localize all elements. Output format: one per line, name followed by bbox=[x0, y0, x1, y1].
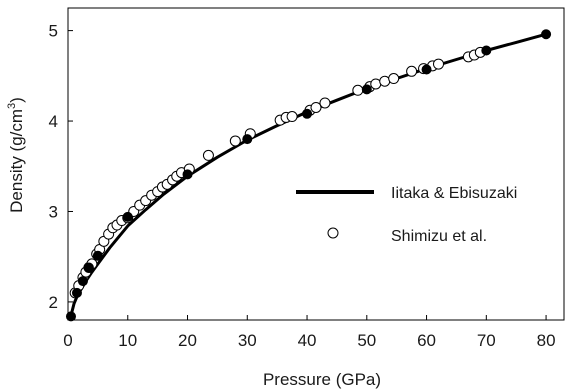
filled-circle-point bbox=[72, 288, 82, 298]
filled-markers-layer bbox=[66, 29, 551, 321]
open-circle-point bbox=[434, 59, 444, 69]
legend-open-circle-swatch bbox=[328, 228, 338, 238]
open-circle-point bbox=[380, 76, 390, 86]
x-tick-label: 60 bbox=[417, 331, 436, 350]
y-tick-label: 3 bbox=[49, 202, 58, 221]
x-tick-label: 10 bbox=[118, 331, 137, 350]
y-tick-label: 5 bbox=[49, 22, 58, 41]
y-axis-label-main: Density (g/cm bbox=[7, 109, 26, 213]
y-axis-label-close: ) bbox=[7, 97, 26, 103]
x-tick-label: 50 bbox=[357, 331, 376, 350]
y-tick-label: 2 bbox=[49, 293, 58, 312]
x-tick-label: 80 bbox=[537, 331, 556, 350]
open-circle-point bbox=[353, 85, 363, 95]
filled-circle-point bbox=[362, 84, 372, 94]
filled-circle-point bbox=[66, 311, 76, 321]
open-markers-layer bbox=[70, 47, 485, 298]
filled-circle-point bbox=[242, 134, 252, 144]
plot-area bbox=[68, 8, 564, 320]
filled-circle-point bbox=[84, 263, 94, 273]
fit-curve-layer bbox=[71, 34, 546, 315]
legend-label-series-2: Shimizu et al. bbox=[391, 228, 487, 245]
y-axis-label: Density (g/cm3) bbox=[6, 97, 26, 213]
filled-circle-point bbox=[93, 251, 103, 261]
open-circle-point bbox=[311, 102, 321, 112]
x-tick-label: 0 bbox=[63, 331, 72, 350]
filled-circle-point bbox=[422, 64, 432, 74]
x-axis-label: Pressure (GPa) bbox=[263, 370, 381, 389]
filled-circle-point bbox=[183, 169, 193, 179]
open-circle-point bbox=[230, 136, 240, 146]
x-tick-label: 40 bbox=[298, 331, 317, 350]
open-circle-point bbox=[287, 112, 297, 122]
y-axis-ticks: 2 3 4 5 bbox=[49, 22, 73, 312]
x-tick-label: 20 bbox=[178, 331, 197, 350]
open-circle-point bbox=[371, 79, 381, 89]
filled-circle-point bbox=[78, 276, 88, 286]
filled-circle-point bbox=[481, 46, 491, 56]
x-tick-label: 70 bbox=[477, 331, 496, 350]
filled-circle-point bbox=[123, 212, 133, 222]
x-tick-label: 30 bbox=[238, 331, 257, 350]
open-circle-point bbox=[407, 66, 417, 76]
legend-label-series-1: Iitaka & Ebisuzaki bbox=[391, 185, 517, 202]
y-tick-label: 4 bbox=[49, 112, 58, 131]
filled-circle-point bbox=[541, 29, 551, 39]
open-circle-point bbox=[203, 150, 213, 160]
open-circle-point bbox=[389, 74, 399, 84]
open-circle-point bbox=[320, 98, 330, 108]
filled-circle-point bbox=[302, 109, 312, 119]
fit-curve bbox=[71, 34, 546, 315]
legend: Iitaka & Ebisuzaki Shimizu et al. bbox=[296, 185, 517, 245]
